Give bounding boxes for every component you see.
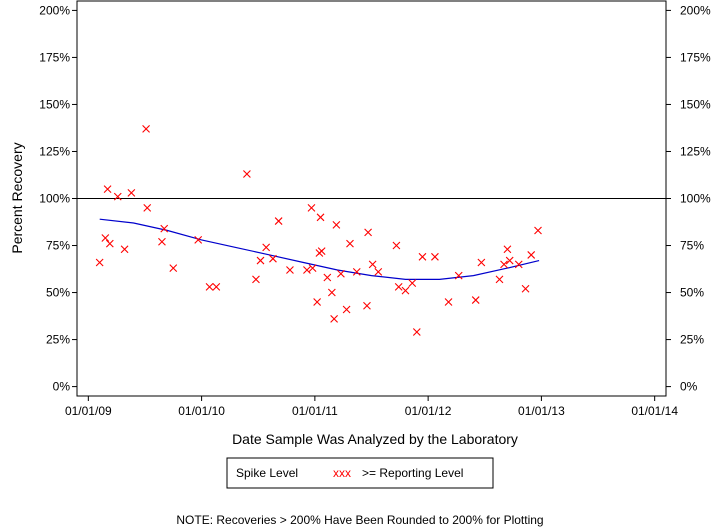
data-point-x-marker — [368, 260, 377, 269]
data-point-x-marker — [274, 217, 283, 225]
y-tick-label-left: 25% — [46, 333, 70, 347]
data-point-x-marker — [392, 241, 401, 250]
data-point-x-marker — [521, 284, 530, 293]
data-point-x-marker — [307, 204, 316, 212]
data-point-x-marker — [317, 247, 326, 256]
data-point-x-marker — [337, 269, 345, 278]
data-point-x-marker — [364, 228, 372, 237]
data-point-x-marker — [323, 273, 332, 282]
data-point-x-marker — [342, 305, 351, 314]
data-point-x-marker — [408, 279, 417, 288]
data-point-x-marker — [286, 266, 294, 274]
data-point-x-marker — [418, 252, 427, 261]
x-tick-label: 01/01/14 — [631, 404, 678, 418]
x-axis: 01/01/09 01/01/10 01/01/11 01/01/12 01/01/13… — [65, 396, 678, 418]
data-point-x-marker — [454, 271, 463, 280]
y-tick-label-left: 75% — [46, 239, 70, 253]
data-point-x-marker — [495, 275, 504, 284]
data-point-x-marker — [444, 298, 453, 306]
y-tick-label-right: 150% — [680, 97, 711, 111]
data-point-x-marker — [308, 264, 317, 272]
data-point-x-marker — [346, 239, 354, 248]
data-point-x-marker — [205, 283, 214, 291]
data-point-x-marker — [374, 267, 383, 276]
legend: Spike Level xxx >= Reporting Level — [226, 457, 494, 489]
data-point-x-marker — [352, 267, 361, 276]
data-point-x-marker — [212, 283, 221, 291]
x-tick-label: 01/01/12 — [405, 404, 452, 418]
data-point-x-marker — [514, 260, 523, 269]
y-tick-label-right: 125% — [680, 144, 711, 158]
data-point-x-marker — [477, 258, 486, 267]
y-tick-label-right: 25% — [680, 333, 704, 347]
data-point-x-marker — [95, 258, 104, 267]
data-point-x-marker — [503, 245, 512, 254]
y-tick-label-right: 75% — [680, 239, 704, 253]
y-tick-label-left: 100% — [39, 192, 70, 206]
data-point-x-marker — [158, 237, 166, 246]
data-point-x-marker — [113, 192, 122, 201]
y-tick-label-right: 0% — [680, 380, 698, 394]
y-tick-label-left: 200% — [39, 3, 70, 17]
data-point-x-marker — [303, 266, 311, 274]
data-point-x-marker — [101, 234, 110, 242]
data-point-x-marker — [256, 256, 265, 265]
legend-marker: xxx — [333, 466, 351, 480]
y-axis-title: Percent Recovery — [9, 142, 25, 253]
y-tick-label-left: 0% — [53, 380, 71, 394]
data-point-x-marker — [332, 220, 341, 229]
data-point-x-marker — [401, 286, 410, 295]
y-tick-label-left: 125% — [39, 144, 70, 158]
y-tick-label-right: 100% — [680, 192, 711, 206]
data-point-x-marker — [269, 254, 277, 263]
data-point-x-marker — [327, 288, 336, 297]
data-point-x-marker — [143, 204, 152, 212]
data-points — [95, 125, 542, 336]
data-point-x-marker — [471, 296, 480, 304]
legend-box — [226, 457, 494, 489]
data-point-x-marker — [243, 170, 251, 178]
y-tick-label-right: 200% — [680, 3, 711, 17]
data-point-x-marker — [330, 314, 339, 323]
trend-line — [99, 218, 540, 280]
data-point-x-marker — [160, 224, 169, 233]
x-tick-label: 01/01/13 — [518, 404, 565, 418]
data-point-x-marker — [431, 252, 439, 261]
data-point-x-marker — [500, 260, 508, 269]
data-point-x-marker — [394, 283, 403, 291]
data-point-x-marker — [505, 256, 514, 265]
data-point-x-marker — [252, 275, 260, 284]
data-point-x-marker — [262, 243, 271, 252]
y-tick-label-left: 150% — [39, 97, 70, 111]
data-point-x-marker — [120, 245, 129, 254]
data-point-x-marker — [105, 239, 114, 248]
data-point-x-marker — [313, 298, 322, 306]
y-tick-label-left: 175% — [39, 50, 70, 64]
chart-note: NOTE: Recoveries > 200% Have Been Rounde… — [176, 513, 543, 527]
data-point-x-marker — [363, 301, 371, 310]
x-tick-label: 01/01/10 — [178, 404, 225, 418]
data-point-x-marker — [103, 185, 112, 193]
data-point-x-marker — [534, 226, 542, 235]
y-tick-label-left: 50% — [46, 286, 70, 300]
y-axis: 0% 0% 25% 25% 50% 50% 75% 75% 100% 100% 125% 125% 15… — [39, 3, 711, 393]
data-point-x-marker — [194, 235, 203, 244]
data-point-x-marker — [527, 251, 536, 259]
x-tick-label: 01/01/11 — [292, 404, 338, 418]
data-point-x-marker — [142, 125, 150, 133]
legend-label: >= Reporting Level — [362, 466, 463, 480]
y-tick-label-right: 50% — [680, 286, 704, 300]
data-point-x-marker — [127, 188, 136, 197]
data-point-x-marker — [412, 328, 421, 336]
legend-title: Spike Level — [236, 466, 298, 480]
y-tick-label-right: 175% — [680, 50, 711, 64]
data-point-x-marker — [169, 264, 178, 272]
x-tick-label: 01/01/09 — [65, 404, 112, 418]
data-point-x-marker — [316, 213, 325, 222]
x-axis-title: Date Sample Was Analyzed by the Laborato… — [232, 431, 518, 447]
